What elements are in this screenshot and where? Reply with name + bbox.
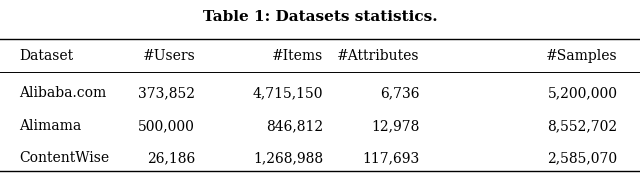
Text: 6,736: 6,736 — [380, 86, 419, 100]
Text: Dataset: Dataset — [19, 49, 74, 63]
Text: 373,852: 373,852 — [138, 86, 195, 100]
Text: 2,585,070: 2,585,070 — [547, 151, 618, 165]
Text: #Attributes: #Attributes — [337, 49, 419, 63]
Text: 117,693: 117,693 — [362, 151, 419, 165]
Text: 500,000: 500,000 — [138, 119, 195, 133]
Text: Alimama: Alimama — [19, 119, 81, 133]
Text: Table 1: Datasets statistics.: Table 1: Datasets statistics. — [203, 10, 437, 24]
Text: #Samples: #Samples — [546, 49, 618, 63]
Text: 1,268,988: 1,268,988 — [253, 151, 323, 165]
Text: 5,200,000: 5,200,000 — [548, 86, 618, 100]
Text: 4,715,150: 4,715,150 — [253, 86, 323, 100]
Text: 846,812: 846,812 — [266, 119, 323, 133]
Text: #Users: #Users — [143, 49, 195, 63]
Text: 12,978: 12,978 — [371, 119, 419, 133]
Text: Alibaba.com: Alibaba.com — [19, 86, 106, 100]
Text: ContentWise: ContentWise — [19, 151, 109, 165]
Text: 8,552,702: 8,552,702 — [547, 119, 618, 133]
Text: #Items: #Items — [272, 49, 323, 63]
Text: 26,186: 26,186 — [147, 151, 195, 165]
